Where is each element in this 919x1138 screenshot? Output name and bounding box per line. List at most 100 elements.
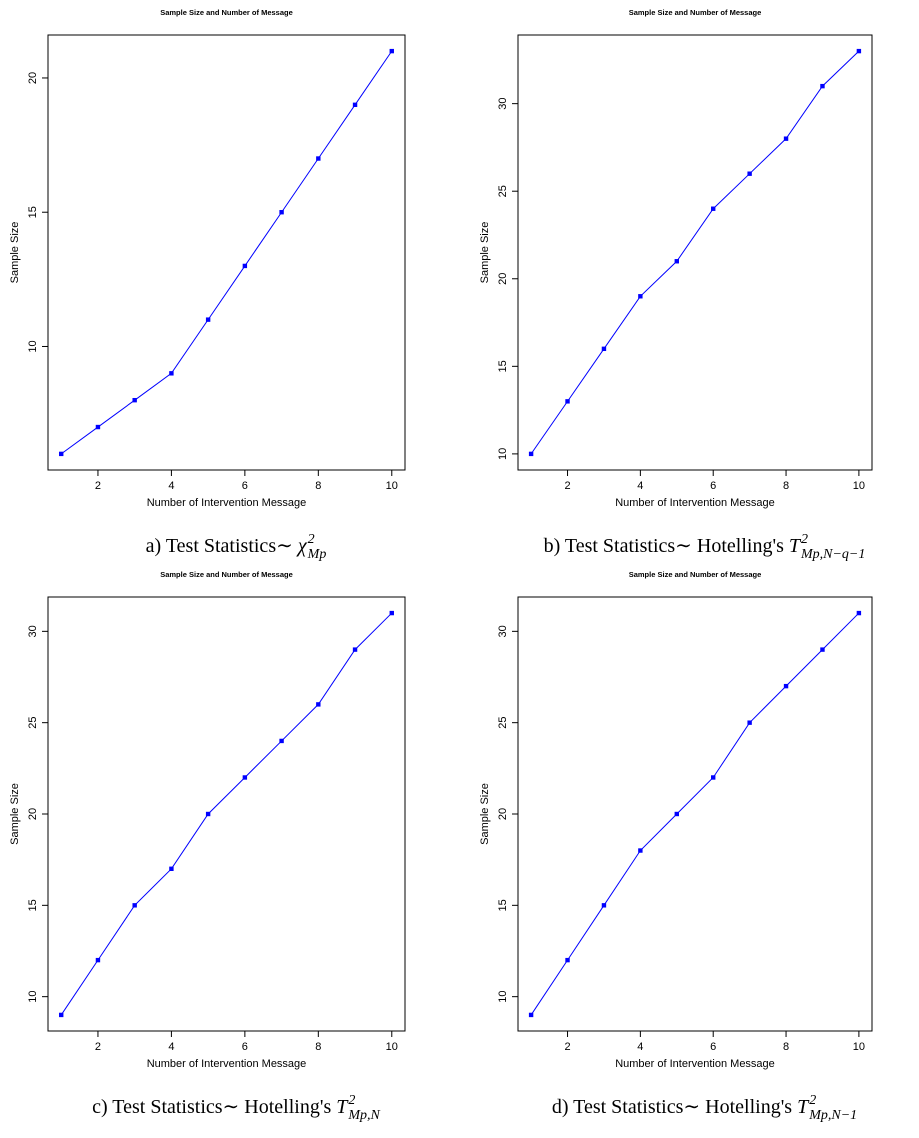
y-tick-label: 25: [497, 717, 509, 729]
caption: d) Test Statistics∼ Hotelling's T: [552, 1096, 810, 1118]
data-point: [205, 317, 211, 322]
data-point: [352, 647, 358, 652]
data-point: [389, 610, 394, 616]
data-point: [601, 346, 607, 352]
data-point: [783, 136, 789, 141]
x-tick-label: 2: [564, 1041, 570, 1053]
data-point: [169, 866, 174, 871]
data-point: [316, 702, 321, 707]
data-point: [820, 83, 825, 89]
data-point: [856, 48, 862, 54]
caption-symbol: T: [336, 1096, 349, 1118]
y-tick-label: 15: [497, 899, 509, 911]
y-tick-label: 10: [27, 340, 39, 352]
x-axis-label: Number of Intervention Message: [147, 497, 307, 509]
data-point: [638, 294, 643, 299]
y-tick-label: 10: [497, 991, 509, 1003]
x-tick-label: 8: [783, 480, 789, 492]
data-line: [530, 50, 860, 455]
y-tick-label: 30: [497, 625, 509, 637]
data-point: [242, 775, 248, 780]
data-point: [316, 156, 321, 161]
data-point: [132, 397, 137, 403]
chart-title: Sample Size and Number of Message: [629, 8, 762, 17]
caption-sub: Mp,N−q−1: [800, 547, 865, 562]
data-point: [528, 1012, 534, 1018]
caption-prefix: b) Test Statistics∼ Hotelling's: [544, 535, 789, 557]
caption-symbol: T: [797, 1096, 810, 1118]
data-line: [60, 612, 393, 1016]
y-tick-label: 10: [497, 448, 509, 460]
y-tick-label: 20: [27, 808, 39, 820]
data-point: [565, 399, 570, 404]
data-point: [95, 424, 101, 430]
y-tick-label: 30: [27, 625, 39, 637]
x-tick-label: 4: [168, 1041, 174, 1053]
caption-sub: Mp,N: [347, 1108, 380, 1123]
data-point: [601, 903, 607, 908]
caption: c) Test Statistics∼ Hotelling's T: [92, 1096, 349, 1118]
y-tick-label: 10: [27, 991, 39, 1003]
y-tick-label: 20: [497, 808, 509, 820]
x-tick-label: 6: [242, 1041, 248, 1053]
data-point: [279, 210, 284, 215]
y-axis-label: Sample Size: [9, 783, 21, 845]
caption-prefix: a) Test Statistics∼: [146, 535, 298, 557]
caption-sup: 2: [809, 1093, 816, 1108]
x-axis-label: Number of Intervention Message: [615, 497, 775, 509]
x-axis-label: Number of Intervention Message: [147, 1058, 307, 1070]
x-tick-label: 6: [710, 480, 716, 492]
data-point: [820, 647, 825, 652]
caption-sup: 2: [308, 532, 315, 547]
data-point: [352, 102, 358, 108]
y-tick-label: 15: [27, 899, 39, 911]
x-tick-label: 8: [315, 1041, 321, 1053]
caption-sub: Mp,N−1: [808, 1108, 857, 1123]
plot-frame: [517, 34, 873, 471]
caption-symbol: T: [789, 535, 802, 557]
x-tick-label: 2: [564, 480, 570, 492]
caption-prefix: d) Test Statistics∼ Hotelling's: [552, 1096, 797, 1118]
x-tick-label: 4: [637, 480, 643, 492]
caption: a) Test Statistics∼ χ: [146, 535, 308, 557]
x-tick-label: 4: [168, 480, 174, 492]
y-tick-label: 20: [497, 273, 509, 285]
data-point: [528, 451, 534, 457]
data-point: [59, 1012, 64, 1018]
data-point: [674, 811, 679, 817]
data-point: [783, 683, 789, 689]
x-tick-label: 4: [637, 1041, 643, 1053]
plot-frame: [47, 34, 406, 471]
data-point: [132, 903, 137, 908]
caption-sup: 2: [801, 532, 808, 547]
caption-sup: 2: [348, 1093, 355, 1108]
y-tick-label: 15: [497, 360, 509, 372]
data-point: [59, 451, 64, 457]
chart-title: Sample Size and Number of Message: [629, 570, 762, 579]
y-axis-label: Sample Size: [479, 222, 491, 284]
data-point: [711, 775, 716, 780]
data-point: [95, 957, 101, 963]
x-tick-label: 10: [853, 480, 865, 492]
data-point: [169, 371, 174, 376]
data-point: [389, 48, 394, 54]
plot-frame: [517, 596, 873, 1032]
caption: b) Test Statistics∼ Hotelling's T: [544, 535, 802, 557]
data-point: [747, 171, 752, 176]
caption-prefix: c) Test Statistics∼ Hotelling's: [92, 1096, 336, 1118]
x-tick-label: 8: [783, 1041, 789, 1053]
x-tick-label: 10: [386, 1041, 398, 1053]
x-tick-label: 2: [95, 480, 101, 492]
data-point: [205, 811, 211, 817]
x-tick-label: 2: [95, 1041, 101, 1053]
x-tick-label: 10: [386, 480, 398, 492]
caption-symbol: χ: [296, 535, 308, 557]
y-tick-label: 15: [27, 206, 39, 218]
y-tick-label: 20: [27, 72, 39, 84]
y-axis-label: Sample Size: [479, 783, 491, 845]
data-point: [279, 738, 284, 744]
x-tick-label: 6: [242, 480, 248, 492]
x-tick-label: 6: [710, 1041, 716, 1053]
y-tick-label: 25: [497, 185, 509, 197]
